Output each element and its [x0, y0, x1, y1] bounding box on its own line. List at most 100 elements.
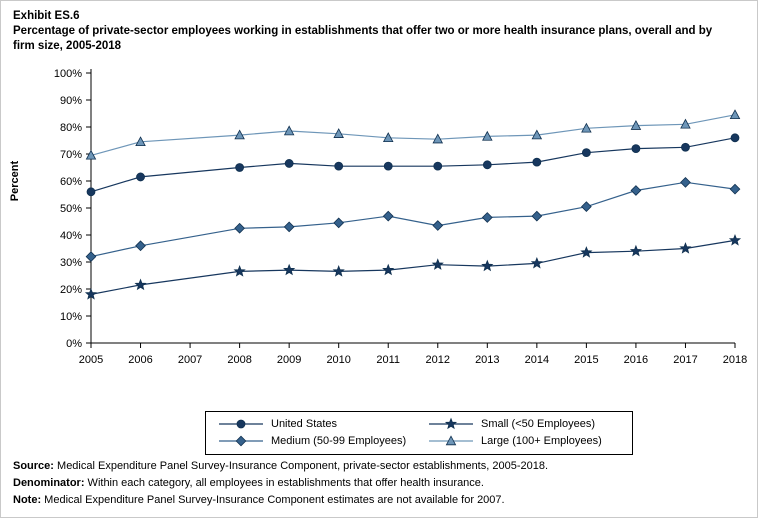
marker-circle — [136, 172, 145, 182]
marker-triangle — [482, 130, 493, 141]
marker-circle — [581, 148, 591, 158]
marker-triangle — [382, 132, 394, 142]
marker-circle — [433, 161, 443, 171]
marker-triangle — [680, 118, 691, 129]
x-tick-label: 2007 — [178, 354, 202, 366]
marker-diamond — [680, 176, 691, 188]
marker-triangle — [630, 120, 642, 130]
x-tick-label: 2009 — [277, 354, 301, 366]
x-tick-label: 2015 — [574, 354, 598, 366]
series-small-50-employees — [84, 234, 742, 300]
x-tick-label: 2012 — [426, 354, 450, 366]
y-tick-label: 70% — [60, 149, 82, 161]
marker-star — [728, 234, 742, 246]
x-tick-label: 2005 — [79, 354, 103, 366]
marker-triangle — [432, 133, 444, 144]
x-tick-label: 2014 — [525, 354, 549, 366]
marker-diamond — [481, 212, 493, 223]
marker-star — [382, 263, 395, 276]
legend-swatch-triangle-icon — [429, 435, 473, 446]
footnote-note-label: Note: — [13, 494, 42, 506]
marker-star — [679, 242, 692, 254]
series-line — [90, 239, 736, 295]
marker-diamond — [382, 210, 394, 222]
x-tick-label: 2016 — [624, 354, 648, 366]
legend-box: United States Small (<50 Employees) Medium… — [205, 411, 633, 455]
marker-triangle — [333, 128, 344, 138]
x-tick-label: 2008 — [227, 354, 251, 366]
footnotes: Source: Medical Expenditure Panel Survey… — [13, 458, 753, 509]
footnote-source-text: Medical Expenditure Panel Survey-Insuran… — [53, 460, 549, 472]
marker-circle — [86, 187, 96, 197]
legend-label: Medium (50-99 Employees) — [271, 435, 407, 447]
legend-item: Large (100+ Employees) — [428, 434, 620, 448]
marker-diamond — [630, 185, 642, 196]
marker-star — [580, 246, 593, 258]
series-large-100-employees — [85, 109, 741, 160]
y-tick-label: 80% — [60, 122, 82, 134]
marker-diamond — [283, 221, 295, 233]
marker-circle — [730, 133, 740, 143]
footnote-denominator: Denominator: Within each category, all e… — [13, 475, 753, 492]
marker-triangle — [234, 129, 245, 140]
marker-star — [629, 244, 642, 257]
marker-star — [481, 259, 494, 272]
marker-triangle — [135, 136, 146, 147]
marker-diamond — [235, 435, 247, 447]
legend-item: Small (<50 Employees) — [428, 417, 620, 431]
y-tick-label: 100% — [54, 68, 82, 80]
marker-diamond — [729, 183, 741, 195]
marker-diamond — [531, 210, 543, 222]
marker-circle — [482, 160, 492, 170]
footnote-note: Note: Medical Expenditure Panel Survey-I… — [13, 492, 753, 509]
marker-star — [431, 258, 444, 270]
y-tick-label: 60% — [60, 176, 82, 188]
footnote-source: Source: Medical Expenditure Panel Survey… — [13, 458, 753, 475]
y-tick-label: 0% — [66, 338, 82, 350]
marker-diamond — [234, 222, 245, 234]
marker-circle — [334, 161, 344, 171]
marker-circle — [383, 161, 393, 171]
line-chart: 0% 10% 20% 30% 40% 50% 60% 70% 80% 90% 100% 2005 200… — [54, 68, 747, 366]
marker-triangle — [531, 129, 543, 140]
legend-item: United States — [218, 417, 410, 431]
marker-star — [84, 288, 98, 300]
footnote-source-label: Source: — [13, 460, 54, 472]
x-tick-label: 2011 — [376, 354, 400, 366]
marker-star — [134, 278, 147, 291]
marker-triangle — [729, 109, 741, 120]
chart-title: Percentage of private-sector employees w… — [13, 25, 713, 52]
y-tick-label: 90% — [60, 95, 82, 107]
marker-star — [332, 265, 345, 277]
y-tick-label: 40% — [60, 230, 82, 242]
title-block: Exhibit ES.6 Percentage of private-secto… — [13, 9, 737, 54]
marker-diamond — [581, 201, 592, 213]
marker-triangle — [85, 149, 97, 160]
series-medium-50-99-employees — [85, 176, 741, 262]
marker-circle — [631, 144, 641, 153]
footnote-note-text: Medical Expenditure Panel Survey-Insuran… — [41, 494, 505, 506]
footnote-denominator-label: Denominator: — [13, 477, 85, 489]
y-tick-label: 30% — [60, 257, 82, 269]
marker-diamond — [135, 240, 146, 252]
x-tick-label: 2018 — [723, 354, 747, 366]
marker-circle — [532, 157, 542, 167]
x-tick-label: 2017 — [673, 354, 697, 366]
legend-swatch-circle-icon — [219, 419, 263, 429]
marker-star — [444, 417, 458, 430]
y-tick-label: 50% — [60, 203, 82, 215]
marker-triangle — [445, 435, 457, 446]
marker-star — [530, 256, 543, 269]
legend-label: Small (<50 Employees) — [481, 418, 596, 430]
x-tick-label: 2006 — [128, 354, 152, 366]
marker-triangle — [581, 122, 592, 133]
legend-swatch-diamond-icon — [219, 435, 263, 447]
marker-diamond — [333, 217, 345, 229]
legend-item: Medium (50-99 Employees) — [218, 434, 410, 448]
marker-diamond — [85, 251, 97, 262]
footnote-denominator-text: Within each category, all employees in e… — [84, 477, 484, 489]
marker-circle — [236, 419, 246, 429]
marker-circle — [681, 142, 690, 152]
marker-triangle — [283, 125, 295, 136]
